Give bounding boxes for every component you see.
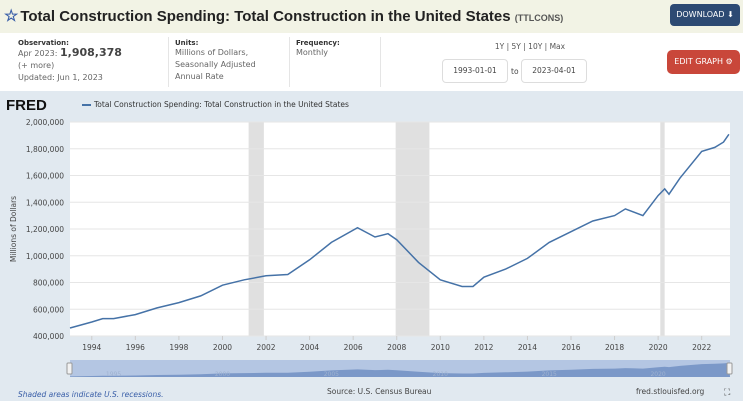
x-tick-label: 2008	[387, 343, 406, 352]
line-chart: 400,000 600,000 800,000 1,000,000 1,200,000 1…	[9, 118, 733, 378]
legend-swatch	[82, 104, 91, 106]
units-line: Millions of Dollars,	[175, 48, 249, 57]
legend: Total Construction Spending: Total Const…	[82, 100, 349, 109]
y-tick-label: 400,000	[33, 332, 64, 341]
updated-date: Updated: Jun 1, 2023	[18, 73, 103, 82]
star-icon[interactable]: ☆	[4, 8, 19, 25]
site-link[interactable]: fred.stlouisfed.org	[636, 387, 705, 396]
title-text: Total Construction Spending: Total Const…	[20, 8, 511, 25]
y-tick-label: 1,600,000	[26, 172, 64, 181]
y-tick-label: 2,000,000	[26, 118, 64, 127]
y-tick-label: 1,200,000	[26, 225, 64, 234]
source: Source: U.S. Census Bureau	[327, 387, 432, 396]
divider	[380, 37, 381, 87]
fred-logo: FRED	[6, 97, 47, 114]
recession-note: Shaded areas indicate U.S. recessions.	[18, 390, 164, 399]
info-panel: Observation: Apr 2023: 1,908,378 (+ more…	[0, 33, 743, 91]
observation-date: Apr 2023:	[18, 49, 58, 58]
navigator-tick-label: 2015	[542, 371, 557, 378]
end-date-input[interactable]: 2023-04-01	[521, 59, 587, 83]
title-bar: ☆ Total Construction Spending: Total Cons…	[0, 0, 743, 33]
y-tick-label: 1,800,000	[26, 145, 64, 154]
legend-label: Total Construction Spending: Total Const…	[94, 100, 349, 109]
units: Units: Millions of Dollars, Seasonally A…	[175, 39, 256, 83]
x-tick-label: 2012	[474, 343, 493, 352]
x-tick-label: 2022	[692, 343, 711, 352]
units-line: Seasonally Adjusted	[175, 60, 256, 69]
y-tick-label: 600,000	[33, 305, 64, 314]
navigator-tick-label: 2010	[433, 371, 448, 378]
units-line: Annual Rate	[175, 72, 224, 81]
y-tick-label: 1,400,000	[26, 198, 64, 207]
units-label: Units:	[175, 39, 199, 47]
x-tick-label: 2010	[431, 343, 450, 352]
x-tick-label: 2018	[605, 343, 624, 352]
x-tick-label: 1994	[82, 343, 101, 352]
frequency-value: Monthly	[296, 48, 329, 57]
frequency: Frequency: Monthly	[296, 39, 340, 59]
observation-label: Observation:	[18, 39, 69, 47]
navigator-tick-label: 1995	[106, 371, 121, 378]
divider	[289, 37, 290, 87]
fullscreen-icon[interactable]: ⛶	[724, 388, 731, 398]
more-link[interactable]: (+ more)	[18, 61, 55, 70]
start-date-input[interactable]: 1993-01-01	[442, 59, 508, 83]
navigator-tick-label: 2005	[324, 371, 339, 378]
x-tick-label: 2020	[649, 343, 668, 352]
y-axis-label: Millions of Dollars	[9, 196, 18, 262]
x-tick-label: 1998	[169, 343, 188, 352]
x-tick-label: 2000	[213, 343, 232, 352]
series-title: ☆ Total Construction Spending: Total Cons…	[4, 6, 563, 26]
x-tick-label: 2004	[300, 343, 319, 352]
series-code: (TTLCONS)	[514, 13, 564, 23]
x-tick-label: 2002	[256, 343, 275, 352]
observation-value: 1,908,378	[59, 46, 122, 59]
x-tick-label: 1996	[126, 343, 145, 352]
navigator-handle[interactable]	[66, 362, 73, 375]
to-label: to	[511, 67, 519, 76]
frequency-label: Frequency:	[296, 39, 340, 47]
navigator-series	[70, 362, 730, 377]
navigator-handle[interactable]	[726, 362, 733, 375]
x-tick-label: 2006	[344, 343, 363, 352]
edit-graph-button[interactable]: EDIT GRAPH ⚙	[667, 50, 740, 74]
chart-area: FRED Total Construction Spending: Total …	[0, 91, 743, 401]
navigator-tick-label: 2000	[215, 371, 230, 378]
range-links[interactable]: 1Y | 5Y | 10Y | Max	[494, 42, 566, 51]
divider	[168, 37, 169, 87]
y-tick-label: 800,000	[33, 279, 64, 288]
observation: Observation: Apr 2023: 1,908,378 (+ more…	[18, 39, 122, 84]
x-tick-label: 2016	[561, 343, 580, 352]
y-tick-label: 1,000,000	[26, 252, 64, 261]
download-button[interactable]: DOWNLOAD ⬇	[670, 4, 740, 26]
navigator-tick-label: 2020	[650, 371, 665, 378]
x-tick-label: 2014	[518, 343, 537, 352]
series-line	[69, 133, 730, 329]
